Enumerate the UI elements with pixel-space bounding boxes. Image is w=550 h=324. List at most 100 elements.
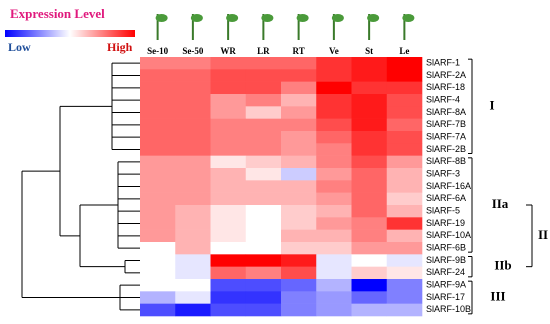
heatmap-cell <box>351 217 388 230</box>
column-label: Ve <box>329 46 339 56</box>
heatmap-cell <box>281 303 317 317</box>
row-label: SlARF-1 <box>426 58 460 68</box>
heatmap-cell <box>386 155 423 169</box>
heatmap-cell <box>386 266 423 280</box>
heatmap-cell <box>245 229 282 243</box>
heatmap-cell <box>316 118 352 132</box>
heatmap-cell <box>140 205 176 218</box>
heatmap-cell <box>210 205 247 218</box>
heatmap-cell <box>386 118 423 132</box>
heatmap-cell <box>316 180 352 193</box>
row-label: SlARF-7B <box>426 119 466 129</box>
heatmap-cell <box>386 81 423 95</box>
heatmap-cell <box>175 205 211 218</box>
row-label: SlARF-24 <box>426 267 465 277</box>
heatmap-cell <box>140 131 176 144</box>
heatmap-cell <box>351 69 388 82</box>
column-label: WR <box>220 46 236 56</box>
heatmap-cell <box>140 242 176 255</box>
heatmap-cell <box>175 106 211 119</box>
row-label: SlARF-10B <box>426 304 471 314</box>
heatmap-cell <box>245 168 282 181</box>
heatmap-cell <box>386 242 423 255</box>
heatmap-cell <box>245 205 282 218</box>
heatmap-cell <box>316 242 352 255</box>
heatmap-cell <box>210 254 247 267</box>
heatmap-cell <box>386 94 423 107</box>
heatmap-cell <box>351 192 388 206</box>
heatmap-cell <box>175 143 211 156</box>
heatmap-cell <box>351 266 388 280</box>
heatmap-cell <box>281 180 317 193</box>
heatmap-cell <box>175 118 211 132</box>
heatmap-cell <box>175 303 211 317</box>
row-label: SlARF-9A <box>426 280 466 290</box>
heatmap-cell <box>140 180 176 193</box>
heatmap-cell <box>386 57 423 70</box>
heatmap-cell <box>210 57 247 70</box>
heatmap-cell <box>386 106 423 119</box>
heatmap-cell <box>281 291 317 304</box>
heatmap-cell <box>140 266 176 280</box>
heatmap-cell <box>140 217 176 230</box>
column-label: RT <box>293 46 305 56</box>
heatmap-cell <box>175 254 211 267</box>
heatmap-cell <box>210 143 247 156</box>
plant-icon-leaf <box>261 14 274 22</box>
heatmap-cell <box>281 143 317 156</box>
heatmap-cell <box>386 168 423 181</box>
heatmap-cell <box>351 57 388 70</box>
heatmap-cell <box>281 217 317 230</box>
heatmap-cell <box>386 291 423 304</box>
heatmap-cell <box>316 291 352 304</box>
heatmap-cell <box>351 205 388 218</box>
column-label: LR <box>257 46 270 56</box>
heatmap-cell <box>175 69 211 82</box>
column-label: St <box>365 46 373 56</box>
heatmap-cell <box>210 155 247 169</box>
row-label: SlARF-16A <box>426 181 471 191</box>
heatmap-cell <box>281 168 317 181</box>
heatmap-cell <box>351 168 388 181</box>
heatmap-cell <box>210 192 247 206</box>
heatmap-cell <box>316 217 352 230</box>
row-label: SlARF-9B <box>426 255 466 265</box>
column-label: Le <box>399 46 409 56</box>
heatmap-cell <box>281 69 317 82</box>
plant-icon-leaf <box>367 14 380 22</box>
row-label: SlARF-3 <box>426 169 460 179</box>
group-label: IIb <box>494 258 511 273</box>
heatmap-cell <box>316 106 352 119</box>
heatmap-cell <box>175 57 211 70</box>
heatmap-cell <box>210 180 247 193</box>
row-label: SlARF-6B <box>426 243 466 253</box>
heatmap-cell <box>175 94 211 107</box>
heatmap-cell <box>210 81 247 95</box>
heatmap-cell <box>281 192 317 206</box>
scale-low: Low <box>8 40 31 54</box>
heatmap-cell <box>175 131 211 144</box>
heatmap-cell <box>175 192 211 206</box>
heatmap-cell <box>245 217 282 230</box>
heatmap-cell <box>210 303 247 317</box>
heatmap-cell <box>140 106 176 119</box>
heatmap-cell <box>245 131 282 144</box>
heatmap-cell <box>316 254 352 267</box>
color-scale <box>5 30 135 37</box>
heatmap-cell <box>140 279 176 292</box>
row-label: SlARF-10A <box>426 230 471 240</box>
heatmap-cell <box>210 242 247 255</box>
heatmap-cell <box>140 69 176 82</box>
row-label: SlARF-8B <box>426 156 466 166</box>
heatmap-cell <box>281 242 317 255</box>
heatmap-cell <box>351 229 388 243</box>
group-label: IIa <box>492 196 509 211</box>
heatmap-cell <box>210 131 247 144</box>
row-label: SlARF-18 <box>426 82 465 92</box>
heatmap-cell <box>175 168 211 181</box>
heatmap-cell <box>316 69 352 82</box>
row-label: SlARF-17 <box>426 292 465 302</box>
heatmap-cell <box>245 57 282 70</box>
heatmap-cell <box>245 303 282 317</box>
